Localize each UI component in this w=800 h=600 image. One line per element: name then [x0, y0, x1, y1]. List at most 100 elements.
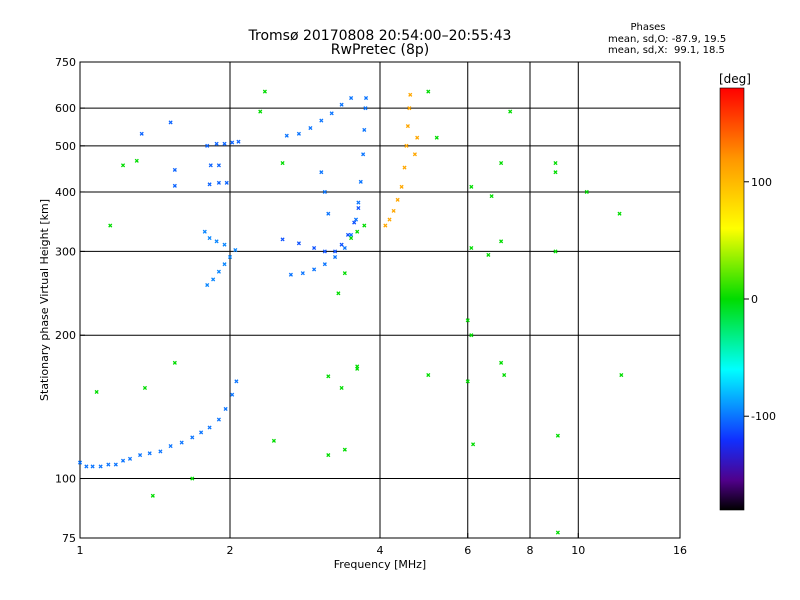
data-point	[205, 282, 210, 288]
data-point	[391, 208, 396, 213]
data-point	[358, 179, 363, 184]
data-point	[227, 254, 233, 260]
data-point	[142, 385, 148, 390]
data-point	[172, 360, 177, 365]
data-point	[553, 249, 558, 254]
data-point	[234, 379, 239, 384]
chart-title-line2: RwPretec (8p)	[331, 42, 429, 58]
data-point	[214, 239, 219, 244]
data-point	[349, 95, 354, 101]
data-points	[77, 89, 624, 535]
data-point	[216, 269, 221, 274]
data-point	[412, 152, 417, 157]
data-point	[223, 406, 228, 412]
data-point	[233, 247, 238, 253]
data-point	[426, 372, 431, 378]
data-point	[502, 372, 507, 378]
data-point	[553, 160, 558, 166]
data-point	[296, 131, 301, 136]
data-point	[469, 245, 474, 251]
data-point	[258, 109, 263, 114]
data-point	[361, 152, 366, 157]
data-point	[322, 249, 327, 254]
phase-stats-o-mode: mean, sd,O: -87.9, 19.5	[608, 34, 726, 45]
data-point	[216, 180, 221, 185]
data-point	[349, 232, 354, 237]
data-point	[312, 245, 317, 251]
y-tick-label: 75	[62, 532, 76, 545]
x-tick-label: 6	[464, 544, 471, 557]
data-point	[326, 374, 331, 379]
data-point	[202, 229, 207, 234]
data-point	[362, 127, 367, 132]
data-point	[120, 163, 126, 168]
data-point	[288, 272, 293, 277]
chart-title-line1: Tromsø 20170808 20:54:00–20:55:43	[248, 28, 512, 44]
data-point	[395, 197, 400, 202]
data-point	[619, 372, 624, 378]
data-point	[399, 184, 404, 189]
plot-area: 1 2 4 6 8 10 16 75 100 200 300 400 500 600 750	[55, 56, 687, 557]
data-point	[469, 333, 474, 338]
data-point	[168, 120, 173, 125]
data-point	[230, 392, 235, 397]
y-tick-label: 300	[55, 245, 76, 258]
x-tick-label: 8	[527, 544, 534, 557]
data-point	[208, 163, 213, 168]
data-point	[356, 206, 361, 211]
colorbar-tick-label: 0	[751, 293, 758, 306]
data-point	[402, 165, 407, 170]
data-point	[280, 160, 285, 166]
axis-ticks: 1 2 4 6 8 10 16 75 100 200 300 400 500 600 750	[55, 56, 687, 557]
y-tick-label: 600	[55, 102, 76, 115]
data-point	[108, 223, 113, 228]
data-point	[222, 141, 227, 146]
data-point	[222, 242, 227, 247]
data-point	[426, 89, 431, 94]
data-point	[326, 453, 331, 458]
data-point	[147, 451, 152, 456]
data-point	[352, 220, 357, 225]
data-point	[172, 183, 177, 188]
colorbar-tick-label: 100	[751, 176, 772, 189]
data-point	[319, 118, 324, 123]
y-tick-label: 400	[55, 186, 76, 199]
data-point	[355, 229, 360, 234]
phase-stats-heading: Phases	[630, 22, 665, 33]
data-point	[342, 245, 347, 251]
data-point	[199, 430, 204, 435]
data-point	[150, 493, 155, 498]
data-point	[333, 249, 338, 254]
grid-lines	[80, 62, 680, 538]
data-point	[222, 262, 227, 267]
y-axis-label: Stationary phase Virtual Height [km]	[38, 199, 51, 401]
data-point	[339, 102, 344, 107]
data-point	[90, 464, 95, 469]
data-point	[415, 135, 420, 140]
data-point	[499, 239, 504, 244]
x-tick-label: 10	[571, 544, 585, 557]
data-point	[296, 241, 301, 246]
data-point	[387, 217, 392, 222]
colorbar-gradient	[719, 87, 745, 511]
x-tick-label: 16	[673, 544, 687, 557]
data-point	[489, 194, 494, 199]
data-point	[355, 366, 360, 371]
data-point	[284, 133, 289, 138]
y-tick-label: 500	[55, 140, 76, 153]
data-point	[300, 271, 305, 276]
data-point	[179, 440, 184, 445]
data-point	[383, 223, 388, 228]
data-point	[349, 236, 354, 241]
data-point	[434, 135, 439, 140]
colorbar-tick-label: -100	[751, 410, 776, 423]
data-point	[553, 170, 558, 175]
data-point	[322, 189, 327, 195]
data-point	[329, 111, 334, 116]
data-point	[499, 360, 504, 365]
colorbar-ticks: 100 0 -100	[744, 176, 776, 423]
x-axis-label: Frequency [MHz]	[334, 558, 426, 571]
data-point	[172, 167, 177, 172]
data-point	[356, 200, 361, 205]
data-point	[405, 124, 410, 129]
